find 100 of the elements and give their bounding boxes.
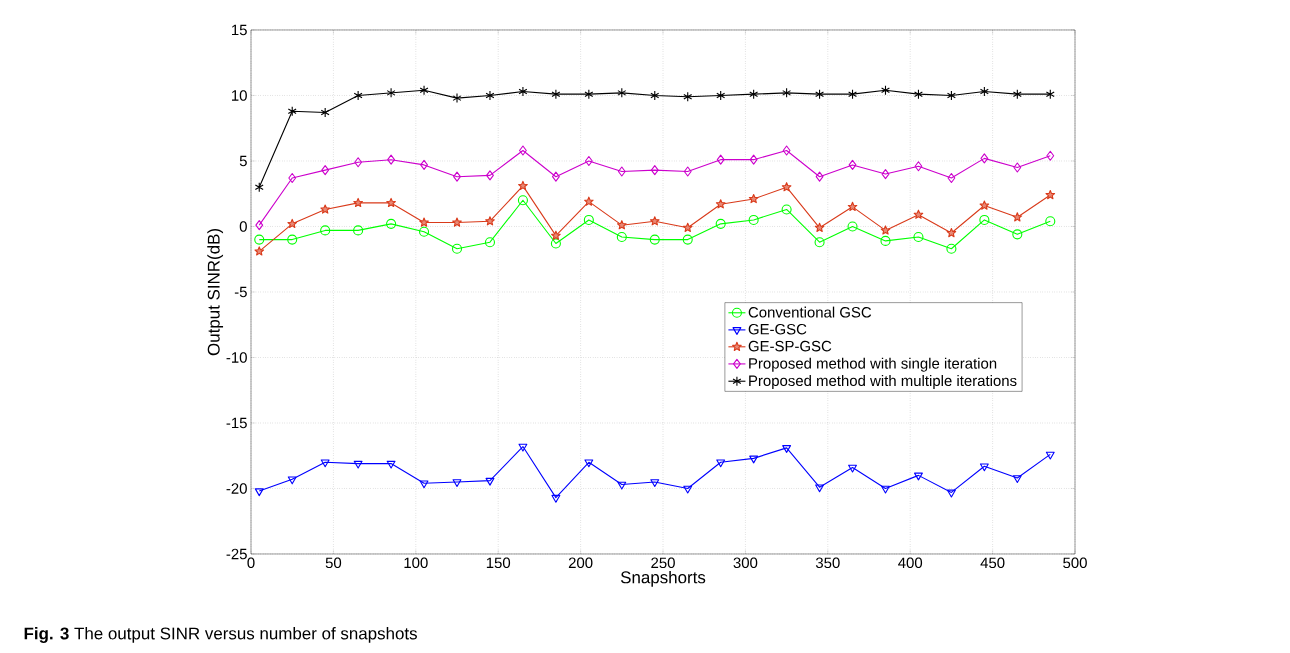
- point: [617, 481, 627, 490]
- point: [386, 197, 396, 208]
- point: [782, 145, 791, 156]
- point: [913, 231, 924, 243]
- point: [616, 231, 627, 243]
- point: [781, 182, 792, 192]
- point: [254, 234, 265, 245]
- point: [782, 87, 792, 98]
- point: [551, 171, 560, 182]
- point: [419, 217, 429, 227]
- point: [980, 153, 989, 164]
- point: [353, 225, 364, 236]
- x-tick-label: 300: [733, 557, 758, 569]
- point: [287, 106, 297, 117]
- point: [749, 89, 759, 100]
- point: [947, 172, 956, 184]
- point: [683, 166, 692, 177]
- point: [649, 234, 660, 245]
- point: [848, 159, 857, 170]
- y-tick-label: 5: [239, 155, 247, 167]
- point: [650, 479, 660, 487]
- point: [386, 460, 396, 469]
- point: [880, 235, 891, 246]
- point: [649, 216, 660, 226]
- point: [320, 107, 330, 118]
- y-tick-label: 15: [232, 24, 247, 36]
- point: [254, 182, 264, 193]
- point: [453, 171, 461, 182]
- point: [287, 218, 298, 229]
- point: [814, 222, 825, 232]
- y-axis-title: Output SINR(dB): [207, 229, 224, 356]
- point: [518, 86, 528, 97]
- point: [848, 464, 857, 473]
- point: [683, 485, 693, 494]
- point: [715, 199, 726, 209]
- x-tick-label: 100: [404, 557, 428, 569]
- x-tick-label: 450: [980, 557, 1005, 569]
- point: [287, 234, 298, 245]
- point: [386, 87, 396, 98]
- point: [1012, 229, 1023, 240]
- point: [716, 154, 725, 165]
- point: [815, 89, 825, 100]
- point: [584, 196, 594, 206]
- point: [419, 480, 429, 489]
- y-tick-label: -15: [226, 417, 247, 429]
- point: [354, 157, 363, 168]
- point: [914, 472, 923, 481]
- point: [682, 222, 693, 232]
- x-tick-label: 250: [651, 557, 675, 569]
- legend-label: GE-GSC: [748, 323, 807, 335]
- y-tick-label: -20: [226, 483, 247, 494]
- x-tick-label: 50: [325, 557, 342, 569]
- point: [682, 234, 693, 245]
- point: [551, 89, 561, 100]
- point: [1045, 451, 1055, 460]
- point: [419, 85, 429, 96]
- point: [517, 195, 528, 206]
- point: [519, 145, 527, 156]
- point: [979, 463, 989, 472]
- point: [387, 154, 396, 165]
- point: [320, 225, 331, 236]
- point: [320, 459, 330, 468]
- point: [815, 484, 825, 493]
- point: [716, 459, 726, 468]
- point: [847, 201, 858, 212]
- point: [1013, 162, 1022, 173]
- point: [1012, 475, 1022, 484]
- legend-label: GE-SP-GSC: [748, 340, 832, 352]
- point: [881, 85, 890, 96]
- point: [946, 243, 957, 254]
- point: [518, 443, 528, 452]
- point: [584, 459, 594, 468]
- legend-label: Proposed method with single iteration: [749, 357, 997, 372]
- point: [913, 209, 924, 219]
- point: [551, 494, 561, 503]
- point: [451, 243, 463, 254]
- point: [946, 90, 956, 101]
- point: [255, 220, 264, 231]
- point: [979, 214, 990, 225]
- point: [254, 246, 265, 256]
- point: [946, 489, 956, 498]
- point: [881, 485, 890, 494]
- point: [683, 91, 693, 102]
- point: [748, 193, 759, 204]
- point: [979, 200, 990, 210]
- point: [518, 180, 528, 191]
- y-tick-label: -25: [226, 548, 247, 560]
- point: [320, 204, 330, 214]
- point: [452, 217, 462, 227]
- point: [484, 237, 496, 248]
- x-tick-label: 500: [1063, 557, 1087, 569]
- point: [782, 445, 792, 453]
- y-tick-label: 10: [232, 90, 247, 101]
- point: [353, 197, 363, 208]
- point: [1045, 189, 1056, 200]
- point: [353, 460, 363, 469]
- legend-label: Proposed method with multiple iterations: [749, 375, 1017, 389]
- point: [321, 165, 330, 176]
- point: [1012, 212, 1023, 222]
- point: [1046, 150, 1055, 161]
